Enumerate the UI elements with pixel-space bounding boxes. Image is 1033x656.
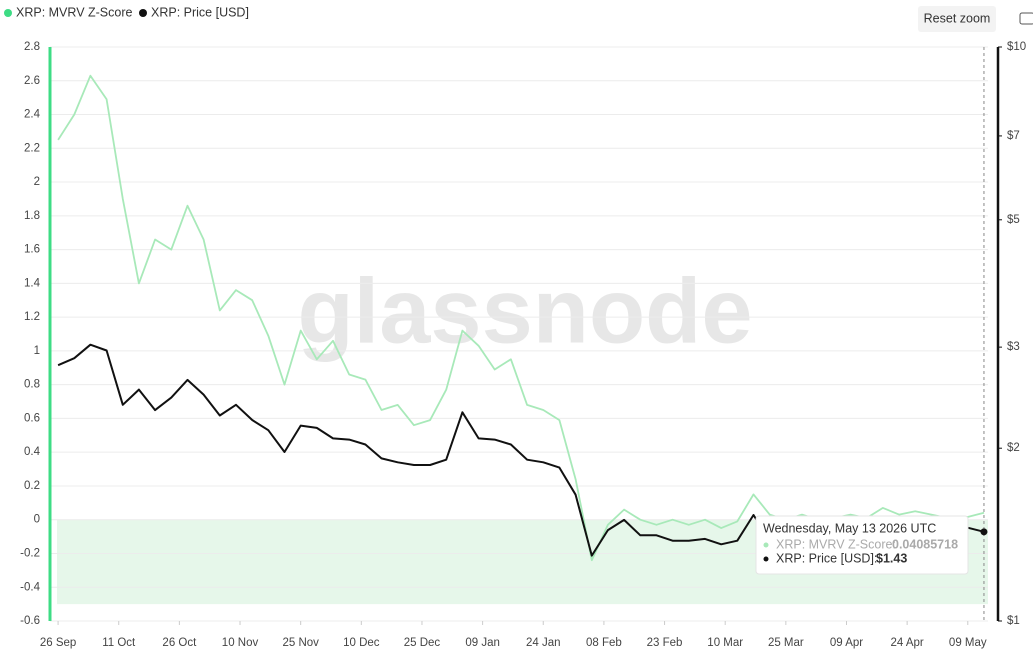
y-tick-label: -0.4 — [20, 581, 40, 593]
y2-tick-label: $3 — [1007, 341, 1020, 353]
y2-tick-label: $5 — [1007, 214, 1020, 226]
legend: XRP: MVRV Z-Score XRP: Price [USD] — [4, 5, 249, 19]
x-tick-label: 10 Dec — [343, 637, 380, 649]
y2-tick-label: $7 — [1007, 130, 1020, 142]
y-tick-label: 0 — [34, 514, 40, 526]
y-tick-label: 1 — [34, 345, 40, 357]
tooltip-marker — [763, 556, 769, 562]
x-tick-label: 24 Jan — [526, 637, 561, 649]
y-tick-label: 1.2 — [24, 311, 40, 323]
y-tick-label: 1.4 — [24, 277, 41, 289]
y-tick-label: 1.8 — [24, 210, 40, 222]
y-tick-label: 0.8 — [24, 379, 40, 391]
x-tick-label: 11 Oct — [102, 637, 136, 649]
y-tick-label: -0.6 — [20, 615, 40, 627]
x-tick-label: 25 Dec — [404, 637, 441, 649]
y-tick-label: 0.6 — [24, 412, 40, 424]
y-tick-label: 2 — [34, 176, 40, 188]
y-tick-label: 2.6 — [24, 75, 40, 87]
y-tick-label: -0.2 — [20, 548, 40, 560]
tooltip-marker — [763, 542, 769, 548]
x-tick-label: 08 Feb — [586, 637, 622, 649]
icon[interactable] — [1019, 12, 1033, 25]
tooltip-label: XRP: MVRV Z-Score: — [776, 537, 896, 551]
tooltip-box — [755, 515, 969, 575]
tooltip: Wednesday, May 13 2026 UTC XRP: MVRV Z-Sc… — [755, 515, 969, 575]
x-tick-label: 25 Mar — [768, 637, 804, 649]
legend-label[interactable]: XRP: MVRV Z-Score — [16, 5, 133, 19]
legend-label[interactable]: XRP: Price [USD] — [151, 5, 249, 19]
y-tick-label: 1.6 — [24, 244, 40, 256]
reset-zoom-button[interactable]: Reset zoom — [918, 6, 996, 32]
tooltip-value: 0.04085718 — [892, 537, 958, 551]
watermark: glassnode — [297, 260, 752, 362]
y-tick-label: 2.2 — [24, 142, 40, 154]
legend-marker — [4, 9, 12, 17]
x-tick-label: 23 Feb — [647, 637, 683, 649]
tooltip-title: Wednesday, May 13 2026 UTC — [763, 521, 936, 535]
button-label[interactable]: Reset zoom — [924, 11, 991, 25]
hover-point — [980, 528, 988, 536]
y-tick-label: 0.2 — [24, 480, 40, 492]
y2-tick-label: $1 — [1007, 615, 1020, 627]
y-tick-label: 2.4 — [24, 109, 41, 121]
x-tick-label: 09 May — [949, 637, 987, 649]
tooltip-value: $1.43 — [876, 551, 907, 565]
x-tick-label: 10 Nov — [222, 637, 259, 649]
button-bg[interactable] — [918, 6, 996, 32]
x-tick-label: 09 Jan — [465, 637, 500, 649]
y2-tick-label: $2 — [1007, 442, 1020, 454]
x-tick-label: 24 Apr — [891, 637, 924, 649]
x-tick-label: 10 Mar — [707, 637, 743, 649]
tooltip-label: XRP: Price [USD]: — [776, 551, 877, 565]
legend-marker — [139, 9, 147, 17]
x-tick-label: 25 Nov — [282, 637, 319, 649]
plot-area: -0.6 -0.4 -0.2 0 0.2 0.4 0.6 0.8 1 1.2 1.4 1.6 1.8 2 2… — [20, 41, 1026, 649]
camera-icon[interactable] — [1019, 12, 1033, 25]
y2-tick-label: $10 — [1007, 41, 1026, 53]
y-tick-label: 0.4 — [24, 446, 41, 458]
x-tick-label: 09 Apr — [830, 637, 863, 649]
x-tick-label: 26 Sep — [40, 637, 76, 649]
x-tick-label: 26 Oct — [162, 637, 197, 649]
y-tick-label: 2.8 — [24, 41, 40, 53]
